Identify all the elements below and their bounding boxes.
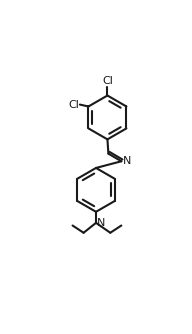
Text: N: N bbox=[97, 218, 105, 228]
Text: N: N bbox=[123, 156, 131, 166]
Text: Cl: Cl bbox=[102, 76, 113, 86]
Text: Cl: Cl bbox=[68, 100, 79, 110]
